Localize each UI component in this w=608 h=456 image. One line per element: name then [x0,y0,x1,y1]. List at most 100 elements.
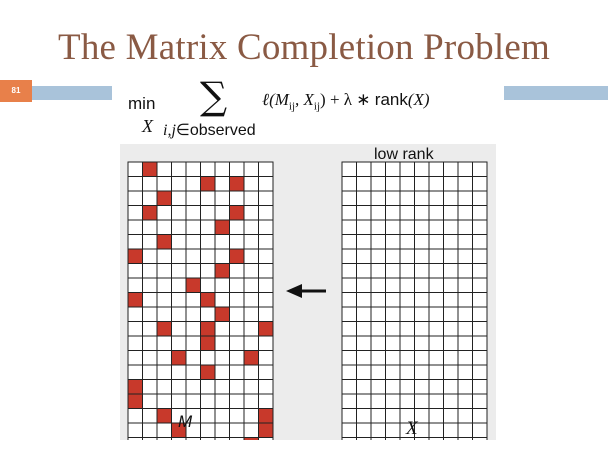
matrix-cell [399,277,415,293]
matrix-cell [243,248,259,264]
matrix-cell [258,306,274,322]
matrix-cell [171,234,187,250]
matrix-cell [214,190,230,206]
matrix-cell [414,335,430,351]
matrix-cell [385,176,401,192]
matrix-cell [428,306,444,322]
observed-cell [200,364,216,380]
matrix-cell [156,161,172,177]
matrix-cell [399,248,415,264]
matrix-cell [185,263,201,279]
matrix-cell [341,422,357,438]
matrix-cell [443,205,459,221]
matrix-cell [214,234,230,250]
matrix-cell [457,335,473,351]
observed-cell [229,248,245,264]
matrix-cell [341,408,357,424]
matrix-cell [385,234,401,250]
observed-cell [200,335,216,351]
matrix-cell [214,277,230,293]
matrix-cell [472,321,488,337]
matrix-cell [171,161,187,177]
matrix-cell [258,205,274,221]
formula-rank: rank [374,90,408,109]
matrix-cell [385,277,401,293]
matrix-cell [127,219,143,235]
observed-cell [156,321,172,337]
matrix-cell [258,234,274,250]
matrix-cell [385,393,401,409]
matrix-cell [171,219,187,235]
matrix-cell [156,176,172,192]
matrix-cell [142,277,158,293]
matrix-cell [385,306,401,322]
matrix-cell [385,437,401,440]
matrix-cell [229,234,245,250]
matrix-cell [385,335,401,351]
matrix-x-label: X [406,418,418,439]
matrix-cell [229,321,245,337]
matrix-cell [200,422,216,438]
matrix-cell [428,364,444,380]
low-rank-label: low rank [374,146,434,163]
observed-cell [156,190,172,206]
observed-cell [258,422,274,438]
matrix-cell [443,364,459,380]
matrix-cell [171,364,187,380]
matrix-cell [229,364,245,380]
matrix-cell [127,234,143,250]
matrix-cell [243,277,259,293]
matrix-cell [472,408,488,424]
matrix-cell [243,379,259,395]
matrix-cell [356,190,372,206]
matrix-cell [370,263,386,279]
matrix-cell [243,219,259,235]
matrix-cell [472,205,488,221]
matrix-cell [370,306,386,322]
matrix-cell [258,364,274,380]
matrix-cell [428,437,444,440]
matrix-cell [385,263,401,279]
matrix-cell [356,292,372,308]
matrix-cell [356,176,372,192]
matrix-cell [457,263,473,279]
matrix-cell [356,393,372,409]
matrix-cell [341,379,357,395]
matrix-cell [457,161,473,177]
matrix-cell [243,292,259,308]
matrix-cell [472,263,488,279]
matrix-cell [156,364,172,380]
observed-cell [156,234,172,250]
matrix-cell [171,306,187,322]
matrix-cell [457,321,473,337]
matrix-cell [443,393,459,409]
matrix-cell [472,277,488,293]
matrix-cell [229,161,245,177]
matrix-cell [399,364,415,380]
matrix-cell [185,292,201,308]
matrix-cell [142,422,158,438]
matrix-cell [214,161,230,177]
matrix-cell [428,190,444,206]
matrix-figure [127,161,488,440]
matrix-cell [414,219,430,235]
matrix-cell [258,350,274,366]
matrix-cell [370,205,386,221]
matrix-cell [428,263,444,279]
matrix-cell [399,379,415,395]
matrix-cell [243,306,259,322]
matrix-cell [443,306,459,322]
matrix-cell [185,234,201,250]
matrix-cell [428,219,444,235]
matrix-cell [341,393,357,409]
matrix-cell [127,321,143,337]
matrix-cell [185,335,201,351]
matrix-cell [428,234,444,250]
formula-sum-set: ∈observed [175,122,256,139]
low-rank-matrix-x [341,161,488,440]
observed-cell [127,248,143,264]
matrix-cell [214,176,230,192]
matrix-cell [142,219,158,235]
matrix-cell [370,364,386,380]
matrix-cell [457,422,473,438]
